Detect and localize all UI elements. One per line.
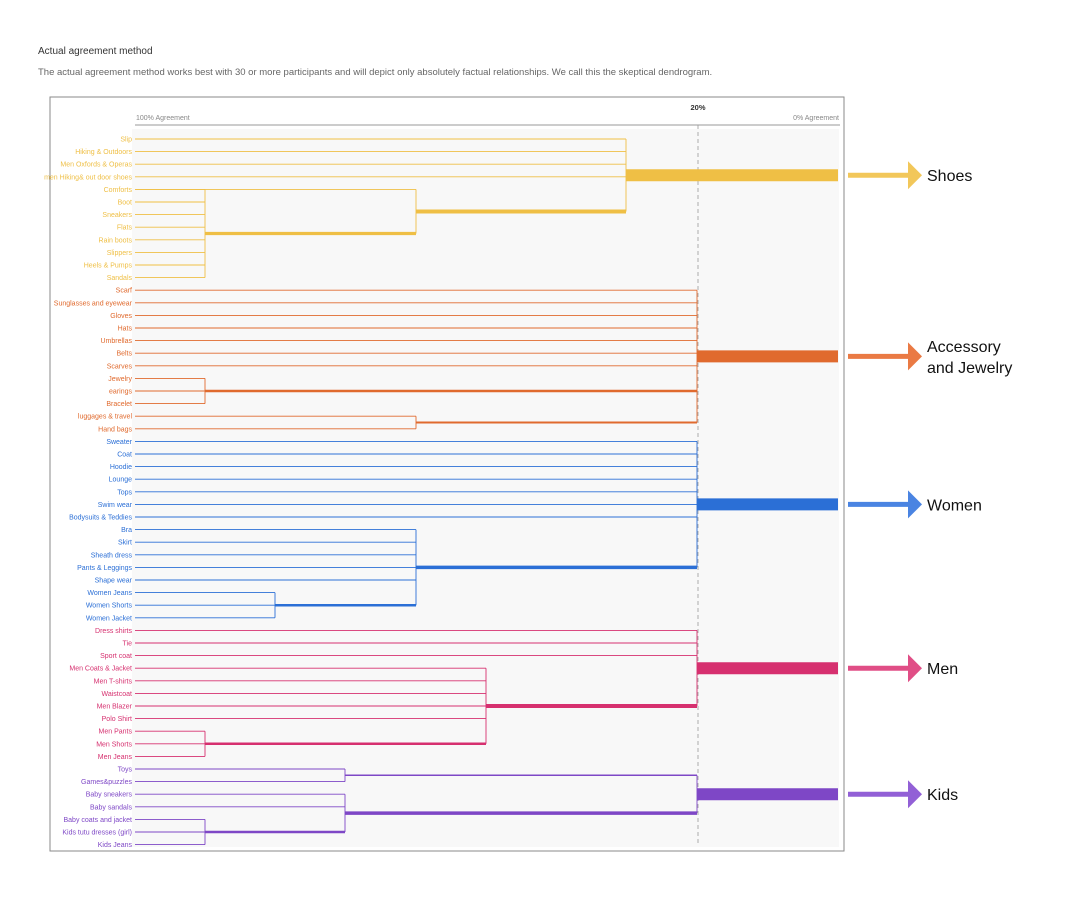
- leaf-label: Men Shorts: [96, 741, 132, 748]
- leaf-label: Flats: [117, 225, 133, 232]
- leaf-label: Men Coats & Jacket: [69, 666, 132, 673]
- arrow-head: [908, 490, 922, 519]
- arrow-head: [908, 654, 922, 683]
- leaf-label: Heels & Pumps: [84, 263, 133, 270]
- leaf-label: Tops: [117, 489, 132, 496]
- leaf-label: Games&puzzles: [81, 779, 132, 786]
- leaf-label: Women Jacket: [86, 615, 132, 622]
- leaf-labels: Slip Hiking & Outdoors Men Oxfords & Opera…: [44, 137, 133, 850]
- leaf-label: Gloves: [110, 313, 132, 320]
- leaf-label: Men T-shirts: [94, 678, 133, 685]
- leaf-label: Shape wear: [95, 578, 133, 585]
- plot-area: [132, 129, 839, 847]
- leaf-label: Coat: [117, 452, 132, 459]
- leaf-label: Slippers: [107, 250, 133, 257]
- leaf-label: Bodysuits & Teddies: [69, 515, 132, 522]
- tree-layer: [135, 138, 838, 846]
- leaf-label: Jewelry: [108, 376, 132, 383]
- leaf-label: Kids tutu dresses (girl): [62, 830, 132, 837]
- leaf-label: Hoodie: [110, 464, 132, 471]
- leaf-label: Scarf: [116, 288, 132, 295]
- leaf-label: Bra: [121, 527, 132, 534]
- leaf-label: Men Blazer: [97, 704, 133, 711]
- page-heading: Actual agreement method: [38, 46, 153, 57]
- arrow-head: [908, 161, 922, 190]
- leaf-label: Umbrellas: [100, 338, 132, 345]
- leaf-label: Skirt: [118, 540, 132, 547]
- leaf-label: Rain boots: [99, 237, 133, 244]
- leaf-label: Sport coat: [100, 653, 132, 660]
- leaf-label: Polo Shirt: [102, 716, 132, 723]
- leaf-label: Women Jeans: [87, 590, 132, 597]
- axis-right-label: 0% Agreement: [793, 115, 839, 122]
- leaf-label: Waistcoat: [102, 691, 133, 698]
- leaf-label: earings: [109, 389, 132, 396]
- leaf-label: Boot: [118, 200, 132, 207]
- leaf-label: Men Jeans: [98, 754, 133, 761]
- leaf-label: luggages & travel: [78, 414, 133, 421]
- leaf-label: Tie: [123, 641, 133, 648]
- axis-marker-label: 20%: [690, 103, 705, 112]
- group-label: Accessory: [927, 339, 1001, 356]
- leaf-label: Baby coats and jacket: [64, 817, 133, 824]
- group-arrows: Shoes Accessory and Jewelry Women Men Kids: [848, 161, 1012, 809]
- leaf-label: Hiking & Outdoors: [75, 149, 132, 156]
- leaf-label: Hand bags: [98, 426, 132, 433]
- leaf-label: Baby sneakers: [86, 792, 133, 799]
- leaf-label: Kids Jeans: [98, 842, 133, 849]
- group-label: and Jewelry: [927, 360, 1012, 377]
- leaf-label: Men Pants: [99, 729, 133, 736]
- leaf-label: Comforts: [104, 187, 133, 194]
- group-label: Shoes: [927, 168, 972, 185]
- leaf-label: Scarves: [107, 363, 133, 370]
- leaf-label: Sweater: [106, 439, 132, 446]
- leaf-label: Hats: [118, 326, 133, 333]
- leaf-label: Men Oxfords & Operas: [60, 162, 132, 169]
- leaf-label: Dress shirts: [95, 628, 132, 635]
- leaf-label: Sandals: [107, 275, 133, 282]
- leaf-label: Belts: [116, 351, 132, 358]
- group-label: Kids: [927, 787, 958, 804]
- leaf-label: Sunglasses and eyewear: [54, 300, 133, 307]
- leaf-label: Sheath dress: [91, 552, 133, 559]
- arrow-head: [908, 780, 922, 809]
- leaf-label: Women Shorts: [86, 603, 133, 610]
- arrow-head: [908, 342, 922, 371]
- leaf-label: Baby sandals: [90, 804, 133, 811]
- leaf-label: Lounge: [109, 477, 132, 484]
- group-label: Men: [927, 661, 958, 678]
- leaf-label: Toys: [118, 767, 133, 774]
- axis-left-label: 100% Agreement: [136, 115, 190, 122]
- leaf-label: Slip: [120, 137, 132, 144]
- leaf-label: Bracelet: [106, 401, 132, 408]
- leaf-label: Pants & Leggings: [77, 565, 132, 572]
- page-description: The actual agreement method works best w…: [38, 67, 713, 78]
- leaf-label: men Hiking& out door shoes: [44, 174, 132, 181]
- leaf-label: Sneakers: [102, 212, 132, 219]
- group-label: Women: [927, 497, 982, 514]
- leaf-label: Swim wear: [98, 502, 133, 509]
